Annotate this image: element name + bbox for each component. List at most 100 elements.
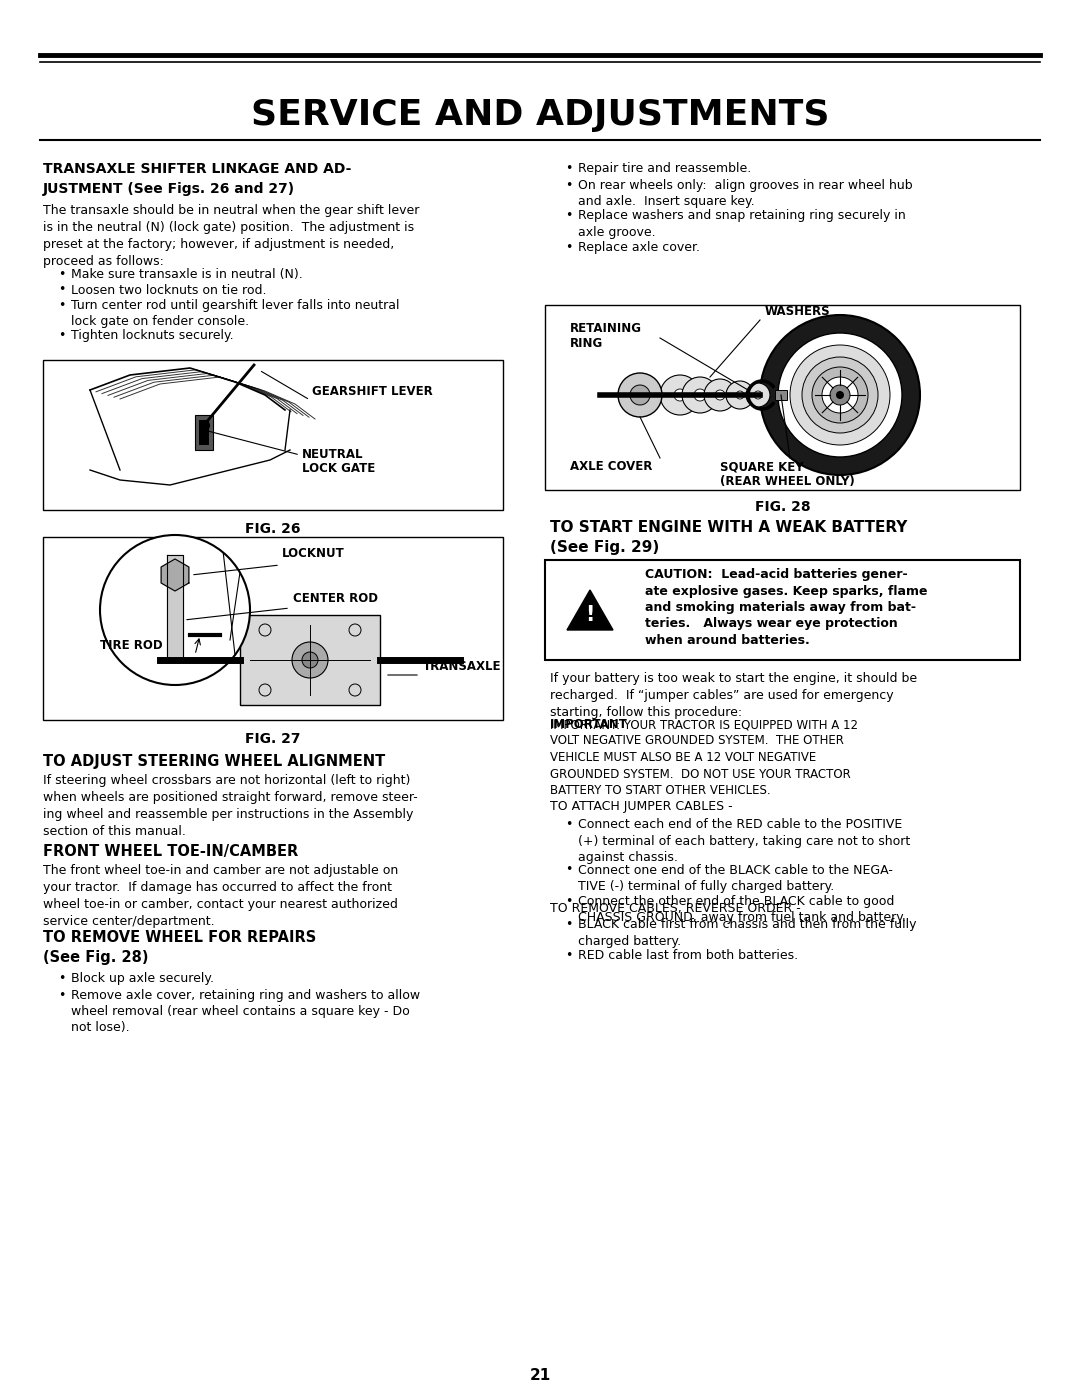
Bar — [545, 560, 1020, 659]
Text: Connect the other end of the BLACK cable to good
CHASSIS GROUND, away from fuel : Connect the other end of the BLACK cable… — [578, 894, 906, 923]
Circle shape — [292, 643, 328, 678]
Circle shape — [802, 358, 878, 433]
Circle shape — [812, 367, 868, 423]
Text: Tighten locknuts securely.: Tighten locknuts securely. — [71, 330, 233, 342]
Circle shape — [681, 377, 718, 414]
Text: The transaxle should be in neutral when the gear shift lever
is in the neutral (: The transaxle should be in neutral when … — [43, 204, 419, 268]
Text: CAUTION:  Lead-acid batteries gener-
ate explosive gases. Keep sparks, flame
and: CAUTION: Lead-acid batteries gener- ate … — [645, 569, 928, 647]
Circle shape — [715, 390, 725, 400]
Bar — [545, 305, 1020, 490]
Text: TO ADJUST STEERING WHEEL ALIGNMENT: TO ADJUST STEERING WHEEL ALIGNMENT — [43, 754, 386, 768]
Text: LOCK GATE: LOCK GATE — [302, 462, 375, 475]
Bar — [43, 360, 503, 510]
Text: LOCKNUT: LOCKNUT — [282, 548, 345, 560]
Text: •: • — [58, 330, 66, 342]
Text: RED cable last from both batteries.: RED cable last from both batteries. — [578, 949, 798, 963]
Text: TO ATTACH JUMPER CABLES -: TO ATTACH JUMPER CABLES - — [550, 800, 732, 813]
Text: Connect each end of the RED cable to the POSITIVE
(+) terminal of each battery, : Connect each end of the RED cable to the… — [578, 819, 910, 863]
Polygon shape — [161, 559, 189, 591]
Text: JUSTMENT (See Figs. 26 and 27): JUSTMENT (See Figs. 26 and 27) — [43, 182, 295, 196]
Polygon shape — [567, 590, 613, 630]
Text: Repair tire and reassemble.: Repair tire and reassemble. — [578, 162, 752, 175]
Text: !: ! — [585, 605, 595, 624]
Text: Remove axle cover, retaining ring and washers to allow
wheel removal (rear wheel: Remove axle cover, retaining ring and wa… — [71, 989, 420, 1035]
Circle shape — [630, 386, 650, 405]
Text: FIG. 26: FIG. 26 — [245, 522, 300, 536]
Text: (See Fig. 29): (See Fig. 29) — [550, 541, 659, 555]
Text: BLACK cable first from chassis and then from the fully
charged battery.: BLACK cable first from chassis and then … — [578, 918, 917, 947]
Text: TRANSAXLE: TRANSAXLE — [423, 659, 501, 673]
Text: TO REMOVE WHEEL FOR REPAIRS: TO REMOVE WHEEL FOR REPAIRS — [43, 930, 316, 944]
Circle shape — [836, 391, 843, 400]
Text: TO REMOVE CABLES, REVERSE ORDER -: TO REMOVE CABLES, REVERSE ORDER - — [550, 902, 800, 915]
Text: SQUARE KEY: SQUARE KEY — [720, 460, 804, 474]
Text: RETAINING: RETAINING — [570, 321, 642, 335]
Text: WASHERS: WASHERS — [765, 305, 831, 319]
Text: Replace washers and snap retaining ring securely in
axle groove.: Replace washers and snap retaining ring … — [578, 210, 906, 239]
Text: •: • — [565, 949, 572, 963]
Text: (REAR WHEEL ONLY): (REAR WHEEL ONLY) — [720, 475, 854, 488]
Text: RING: RING — [570, 337, 604, 351]
Bar — [240, 615, 380, 705]
Circle shape — [674, 388, 686, 401]
Polygon shape — [167, 555, 183, 659]
Text: IMPORTANT: IMPORTANT — [550, 718, 627, 731]
Text: •: • — [565, 894, 572, 908]
Text: •: • — [565, 179, 572, 191]
Text: •: • — [58, 284, 66, 296]
Text: The front wheel toe-in and camber are not adjustable on
your tractor.  If damage: The front wheel toe-in and camber are no… — [43, 863, 399, 928]
Text: CENTER ROD: CENTER ROD — [293, 592, 378, 605]
Text: Replace axle cover.: Replace axle cover. — [578, 240, 700, 253]
Text: FRONT WHEEL TOE-IN/CAMBER: FRONT WHEEL TOE-IN/CAMBER — [43, 844, 298, 859]
Circle shape — [302, 652, 318, 668]
Text: SERVICE AND ADJUSTMENTS: SERVICE AND ADJUSTMENTS — [251, 98, 829, 131]
Text: •: • — [58, 268, 66, 281]
Circle shape — [704, 379, 735, 411]
Text: •: • — [58, 989, 66, 1002]
Bar — [775, 390, 787, 400]
Text: •: • — [58, 299, 66, 312]
Circle shape — [831, 386, 850, 405]
Text: NEUTRAL: NEUTRAL — [302, 448, 364, 461]
Circle shape — [735, 391, 744, 400]
Text: •: • — [565, 819, 572, 831]
Text: Turn center rod until gearshift lever falls into neutral
lock gate on fender con: Turn center rod until gearshift lever fa… — [71, 299, 400, 328]
Circle shape — [746, 383, 770, 407]
Text: If steering wheel crossbars are not horizontal (left to right)
when wheels are p: If steering wheel crossbars are not hori… — [43, 774, 418, 838]
Text: Block up axle securely.: Block up axle securely. — [71, 972, 214, 985]
Text: •: • — [565, 210, 572, 222]
Text: IMPORTANT: YOUR TRACTOR IS EQUIPPED WITH A 12
VOLT NEGATIVE GROUNDED SYSTEM.  TH: IMPORTANT: YOUR TRACTOR IS EQUIPPED WITH… — [550, 718, 858, 798]
Text: •: • — [565, 162, 572, 175]
Circle shape — [778, 332, 902, 457]
Bar — [195, 415, 213, 450]
Text: TIRE ROD: TIRE ROD — [100, 638, 163, 652]
Circle shape — [660, 374, 700, 415]
Circle shape — [754, 391, 762, 400]
Text: 21: 21 — [529, 1368, 551, 1383]
Text: Make sure transaxle is in neutral (N).: Make sure transaxle is in neutral (N). — [71, 268, 302, 281]
Text: TO START ENGINE WITH A WEAK BATTERY: TO START ENGINE WITH A WEAK BATTERY — [550, 520, 907, 535]
Text: TRANSAXLE SHIFTER LINKAGE AND AD-: TRANSAXLE SHIFTER LINKAGE AND AD- — [43, 162, 351, 176]
Text: Loosen two locknuts on tie rod.: Loosen two locknuts on tie rod. — [71, 284, 267, 296]
Text: •: • — [565, 863, 572, 876]
Text: •: • — [58, 972, 66, 985]
Circle shape — [618, 373, 662, 416]
Bar — [199, 420, 210, 446]
Text: FIG. 27: FIG. 27 — [245, 732, 300, 746]
Circle shape — [760, 314, 920, 475]
Text: •: • — [565, 918, 572, 930]
Text: FIG. 28: FIG. 28 — [755, 500, 810, 514]
Circle shape — [694, 388, 706, 401]
Text: AXLE COVER: AXLE COVER — [570, 460, 652, 474]
Text: If your battery is too weak to start the engine, it should be
recharged.  If “ju: If your battery is too weak to start the… — [550, 672, 917, 719]
Circle shape — [100, 535, 249, 685]
Text: (See Fig. 28): (See Fig. 28) — [43, 950, 149, 965]
Text: GEARSHIFT LEVER: GEARSHIFT LEVER — [312, 386, 433, 398]
Text: Connect one end of the BLACK cable to the NEGA-
TIVE (-) terminal of fully charg: Connect one end of the BLACK cable to th… — [578, 863, 893, 893]
Text: On rear wheels only:  align grooves in rear wheel hub
and axle.  Insert square k: On rear wheels only: align grooves in re… — [578, 179, 913, 208]
Text: •: • — [565, 240, 572, 253]
Bar — [43, 536, 503, 719]
Circle shape — [726, 381, 754, 409]
Circle shape — [789, 345, 890, 446]
Circle shape — [822, 377, 858, 414]
